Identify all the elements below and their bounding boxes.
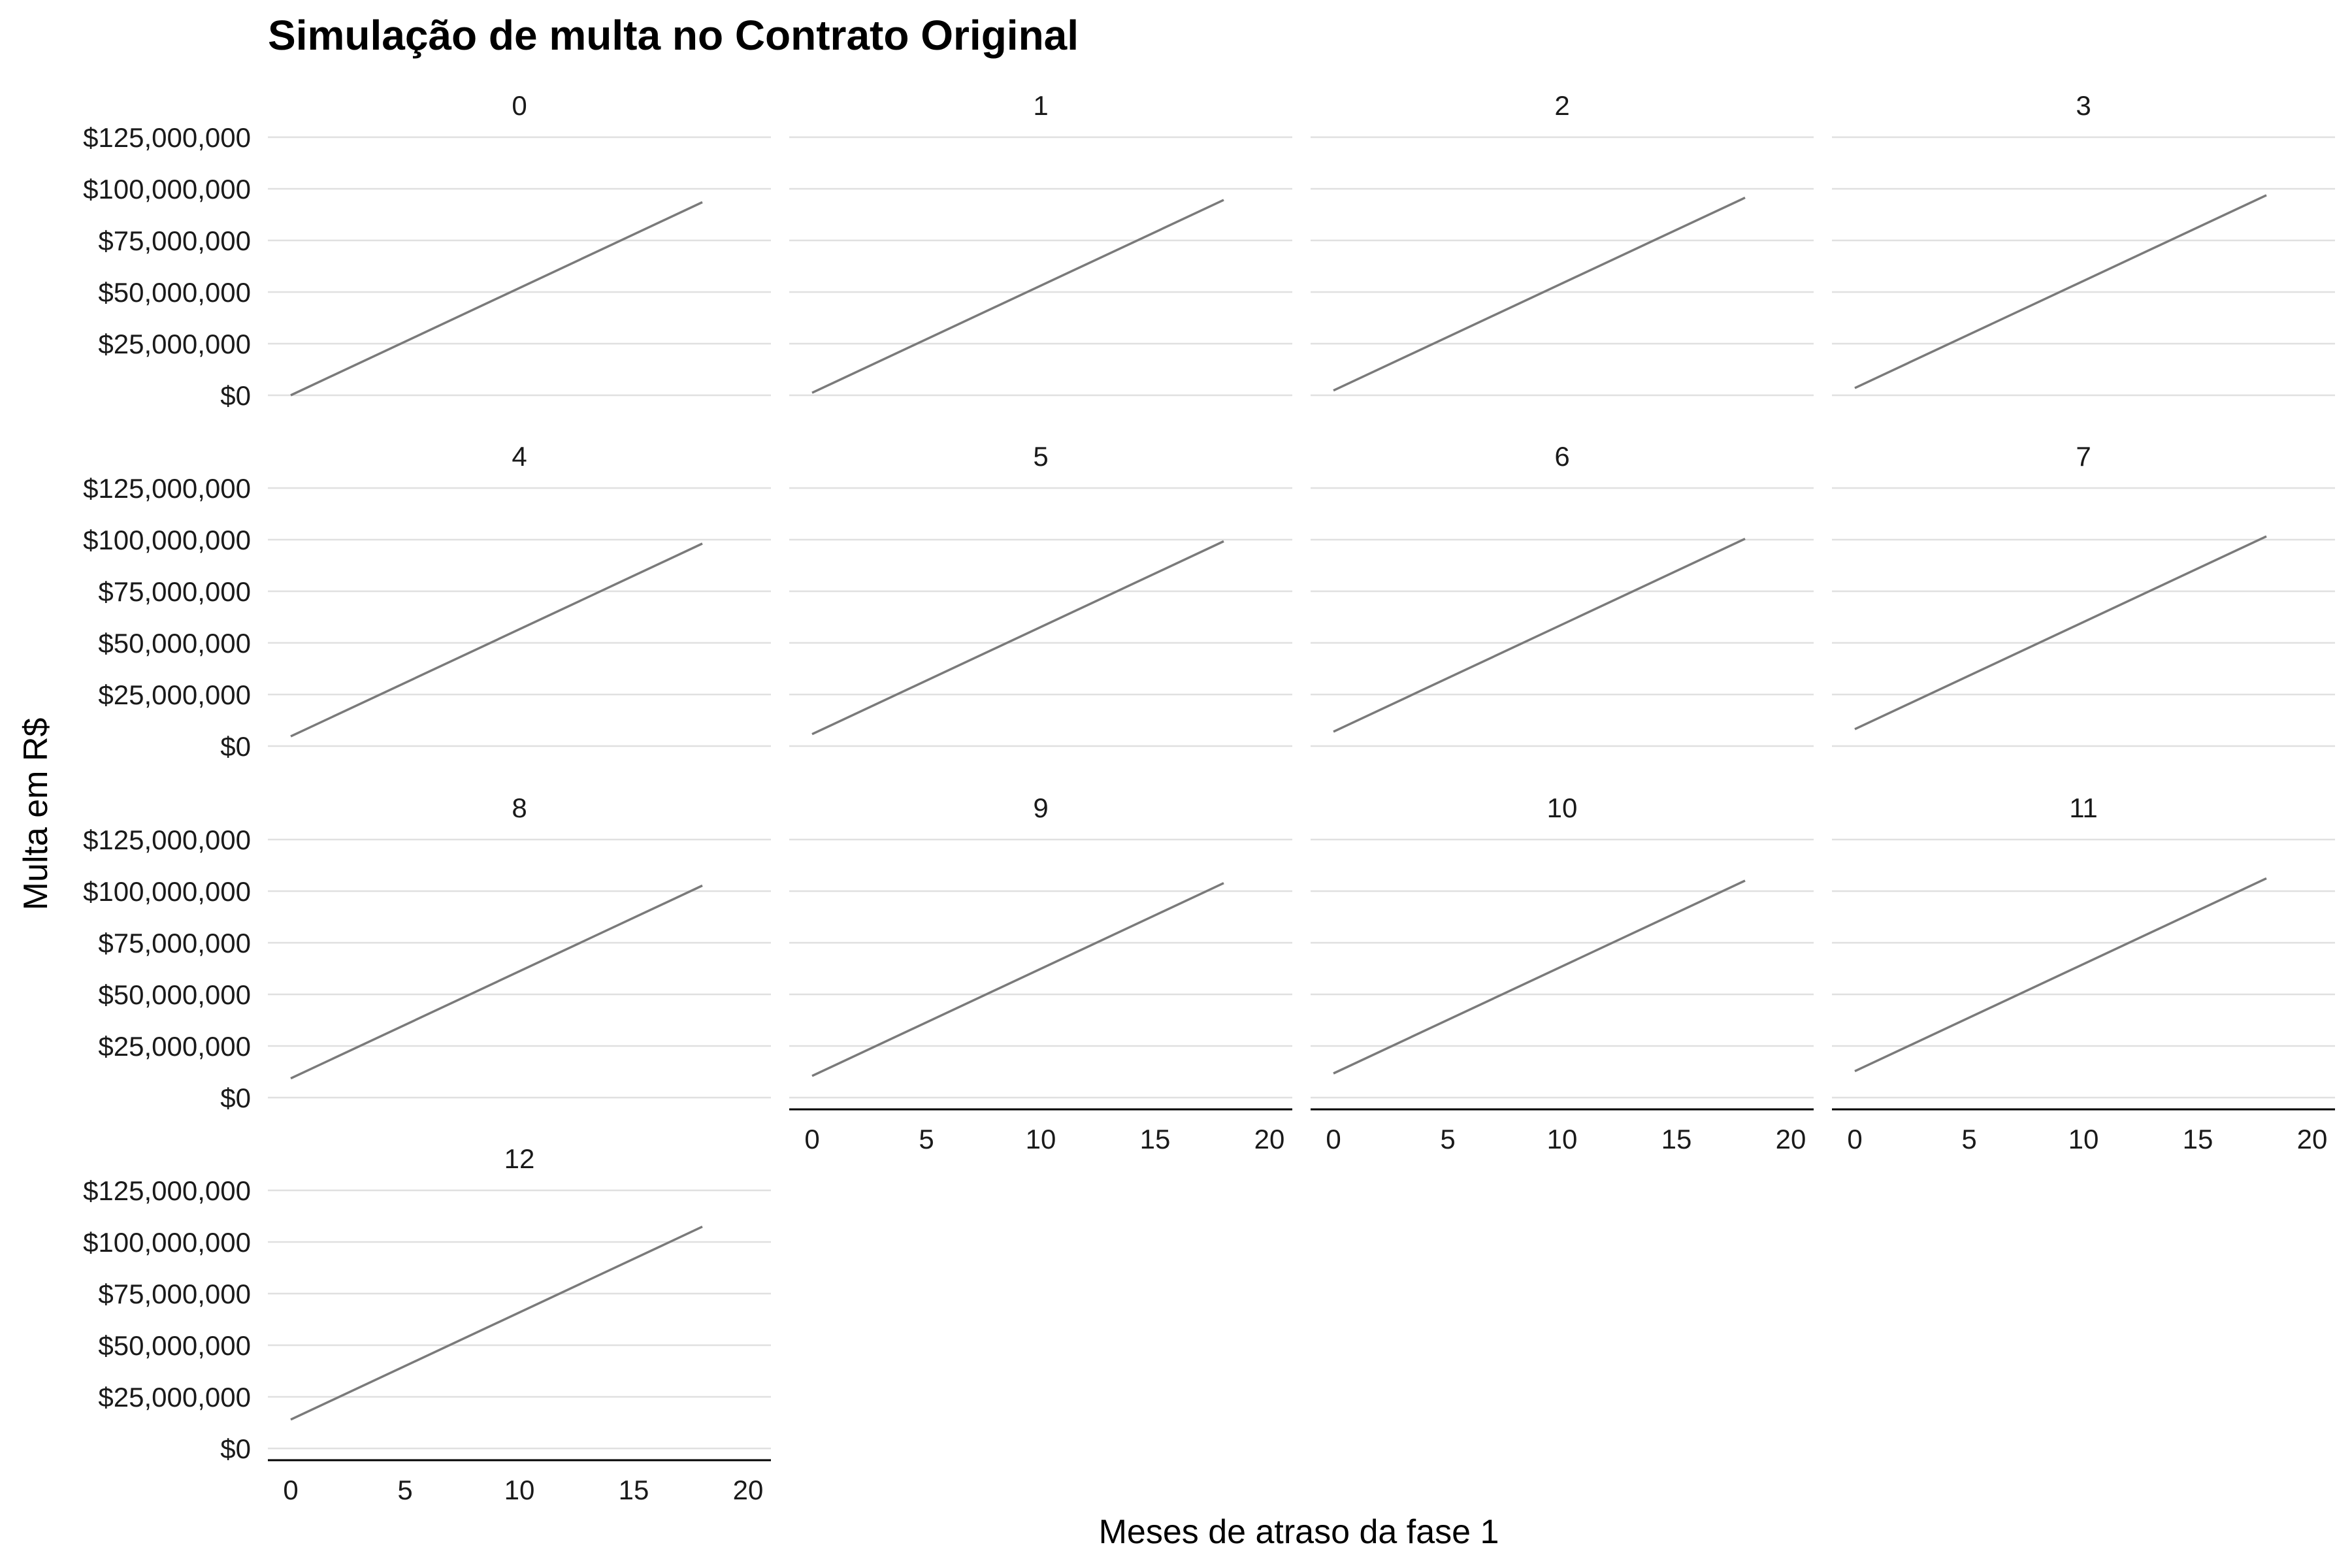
facet-label: 7: [2076, 441, 2091, 472]
facet-label: 2: [1554, 90, 1569, 121]
x-tick-label: 0: [804, 1124, 819, 1154]
series-line: [1333, 538, 1746, 733]
facet-panel-7: 7: [1832, 441, 2335, 747]
facet-label: 0: [512, 90, 527, 121]
x-tick-label: 5: [1440, 1124, 1455, 1154]
facet-panel-6: 6: [1311, 441, 1814, 747]
series-line: [811, 199, 1224, 394]
series-line: [1333, 879, 1746, 1075]
x-tick-label: 10: [1547, 1124, 1578, 1154]
x-tick-label: 20: [1776, 1124, 1806, 1154]
facet-panel-5: 5: [789, 441, 1292, 747]
x-tick-label: 15: [619, 1475, 649, 1505]
facet-panel-9: 9 0 5 10 15 20: [789, 792, 1292, 1154]
y-tick-label: $0: [220, 1083, 251, 1113]
x-tick-label: 20: [733, 1475, 764, 1505]
facet-label: 10: [1547, 792, 1578, 823]
y-tick-label: $50,000,000: [98, 979, 251, 1010]
facet-panel-2: 2: [1311, 90, 1814, 397]
facet-panel-11: 11 0 5 10 15 20: [1832, 792, 2335, 1154]
x-tick-label: 20: [1254, 1124, 1285, 1154]
y-tick-label: $75,000,000: [98, 225, 251, 256]
facet-label: 9: [1033, 792, 1048, 823]
y-tick-label: $50,000,000: [98, 1330, 251, 1361]
x-tick-label: 0: [1326, 1124, 1341, 1154]
facet-panel-12: 12 $0 $25,000,000 $50,000,000 $75,000,000 $10…: [83, 1143, 771, 1505]
facet-panel-1: 1: [789, 90, 1292, 397]
x-tick-label: 15: [2183, 1124, 2213, 1154]
facet-label: 1: [1033, 90, 1048, 121]
facet-label: 12: [504, 1143, 535, 1174]
y-tick-label: $0: [220, 731, 251, 762]
x-tick-label: 0: [1847, 1124, 1862, 1154]
series-line: [811, 540, 1224, 736]
facet-label: 11: [2069, 792, 2098, 823]
x-tick-label: 5: [397, 1475, 412, 1505]
y-axis-title: Multa em R$: [17, 718, 55, 911]
facet-label: 3: [2076, 90, 2091, 121]
x-tick-label: 15: [1140, 1124, 1171, 1154]
y-tick-label: $50,000,000: [98, 277, 251, 308]
y-tick-label: $75,000,000: [98, 576, 251, 607]
facet-panel-10: 10 0 5 10 15 20: [1311, 792, 1814, 1154]
y-tick-label: $125,000,000: [83, 825, 251, 855]
y-tick-label: $25,000,000: [98, 329, 251, 359]
series-line: [290, 1226, 703, 1421]
y-tick-label: $0: [220, 380, 251, 411]
series-line: [1854, 877, 2267, 1073]
x-axis-title: Meses de atraso da fase 1: [1099, 1513, 1499, 1551]
facet-label: 5: [1033, 441, 1048, 472]
facet-panel-8: 8 $0 $25,000,000 $50,000,000 $75,000,000 $100…: [83, 792, 771, 1113]
x-tick-label: 10: [2068, 1124, 2099, 1154]
y-tick-label: $75,000,000: [98, 1279, 251, 1309]
x-tick-label: 20: [2297, 1124, 2328, 1154]
facet-label: 4: [512, 441, 527, 472]
y-tick-label: $125,000,000: [83, 122, 251, 153]
y-tick-label: $100,000,000: [83, 174, 251, 204]
x-tick-label: 15: [1661, 1124, 1692, 1154]
facet-panel-3: 3: [1832, 90, 2335, 397]
series-line: [1333, 197, 1746, 392]
series-line: [1854, 535, 2267, 730]
x-tick-label: 5: [919, 1124, 934, 1154]
y-tick-label: $0: [220, 1433, 251, 1464]
series-line: [290, 542, 703, 738]
facet-panels: 0 $0 $25,000,000 $50,000,000 $75,000,000 $100…: [83, 90, 2335, 1505]
facet-panel-0: 0 $0 $25,000,000 $50,000,000 $75,000,000 $100…: [83, 90, 771, 411]
series-line: [1854, 194, 2267, 389]
y-tick-label: $125,000,000: [83, 473, 251, 504]
y-tick-label: $100,000,000: [83, 525, 251, 555]
series-line: [290, 201, 703, 397]
series-line: [811, 882, 1224, 1077]
y-tick-label: $125,000,000: [83, 1175, 251, 1206]
x-tick-label: 0: [283, 1475, 298, 1505]
y-tick-label: $25,000,000: [98, 1382, 251, 1413]
chart-title: Simulação de multa no Contrato Original: [268, 12, 1079, 59]
facet-label: 8: [512, 792, 527, 823]
y-tick-label: $25,000,000: [98, 1031, 251, 1062]
x-tick-label: 5: [1961, 1124, 1976, 1154]
y-tick-label: $100,000,000: [83, 876, 251, 907]
x-tick-label: 10: [1026, 1124, 1056, 1154]
facet-panel-4: 4 $0 $25,000,000 $50,000,000 $75,000,000 $100…: [83, 441, 771, 762]
facet-label: 6: [1554, 441, 1569, 472]
y-tick-label: $50,000,000: [98, 628, 251, 659]
series-line: [290, 884, 703, 1080]
y-tick-label: $100,000,000: [83, 1227, 251, 1258]
y-tick-label: $75,000,000: [98, 928, 251, 958]
x-tick-label: 10: [504, 1475, 535, 1505]
y-tick-label: $25,000,000: [98, 679, 251, 710]
